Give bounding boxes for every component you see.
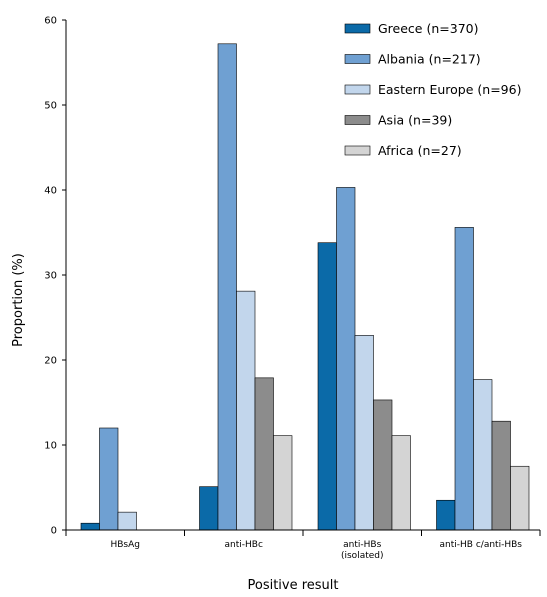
x-axis-title: Positive result — [247, 578, 338, 593]
bar — [391, 435, 411, 531]
x-tick-label: anti-HB c/anti-HBs — [440, 540, 523, 550]
legend-swatch — [344, 54, 371, 64]
x-tick-label: (isolated) — [341, 551, 384, 561]
legend-label: Asia (n=39) — [378, 113, 452, 128]
legend-label: Albania (n=217) — [378, 52, 481, 67]
x-tick-label: anti-HBc — [225, 540, 263, 550]
bar — [510, 465, 530, 531]
y-tick-label: 60 — [44, 16, 57, 27]
y-tick-label: 20 — [44, 356, 57, 367]
bar — [436, 499, 456, 531]
bar — [217, 43, 237, 531]
bar — [473, 379, 493, 531]
y-tick-label: 10 — [44, 441, 57, 452]
bar — [336, 187, 356, 531]
bar — [273, 435, 293, 531]
legend-label: Greece (n=370) — [378, 21, 478, 36]
bar — [254, 377, 274, 531]
y-tick-label: 0 — [51, 526, 57, 537]
bar — [317, 242, 337, 531]
bar — [117, 511, 137, 531]
bar — [354, 335, 374, 531]
legend-label: Africa (n=27) — [378, 143, 462, 158]
bar — [491, 420, 511, 531]
y-tick-label: 30 — [44, 271, 57, 282]
bar — [99, 427, 119, 531]
bar — [199, 486, 219, 531]
legend-swatch — [344, 84, 371, 95]
legend-swatch — [344, 145, 371, 156]
legend-swatch — [344, 23, 371, 34]
y-tick-label: 40 — [44, 186, 57, 197]
bar — [373, 399, 393, 531]
legend-label: Eastern Europe (n=96) — [378, 82, 521, 97]
bar — [236, 290, 256, 531]
bars-group — [80, 43, 530, 531]
bar — [80, 522, 100, 531]
y-axis-title: Proportion (%) — [11, 253, 26, 347]
x-tick-label: HBsAg — [110, 540, 140, 550]
bar — [454, 227, 474, 531]
legend: Greece (n=370) Albania (n=217) Eastern Eur… — [344, 21, 521, 158]
x-tick-label: anti-HBs — [343, 540, 381, 550]
y-tick-label: 50 — [44, 101, 57, 112]
legend-swatch — [344, 115, 371, 125]
axes-group: 0 10 20 30 40 50 60 HBsAg anti-HBc anti-HBs(isola… — [44, 16, 541, 561]
